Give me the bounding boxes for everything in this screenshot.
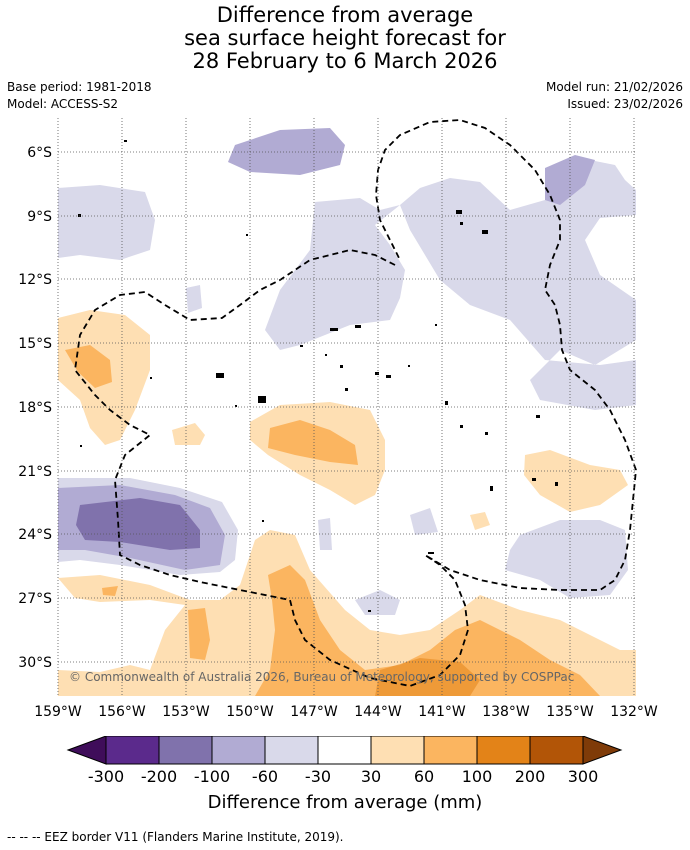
contour-neg-light-ctr	[186, 285, 202, 313]
lon-label: 132°W	[610, 704, 658, 720]
eez-footnote: -- -- -- EEZ border V11 (Flanders Marine…	[7, 830, 344, 844]
cbar-tick: -200	[141, 767, 177, 786]
contour-pos-mid-center	[268, 420, 358, 465]
cbar-tick: 60	[414, 767, 434, 786]
cbar-extend-high	[582, 736, 623, 765]
lon-label: 153°W	[162, 704, 210, 720]
base-period: Base period: 1981-2018	[7, 80, 152, 94]
model-name: Model: ACCESS-S2	[7, 97, 119, 111]
contour-pos-light-se	[524, 450, 628, 512]
lat-label: 9°S	[27, 209, 52, 225]
cbar-bin	[105, 736, 160, 765]
cbar-tick: -30	[305, 767, 331, 786]
lat-label: 27°S	[18, 591, 52, 607]
title-line-3: 28 February to 6 March 2026	[192, 49, 498, 73]
copyright-notice: © Commonwealth of Australia 2026, Bureau…	[69, 670, 574, 684]
contour-neg-light-north	[185, 118, 636, 410]
lat-label: 30°S	[18, 655, 52, 671]
cbar-tick: 100	[462, 767, 493, 786]
cbar-bin	[423, 736, 478, 765]
title-line-2: sea surface height forecast for	[184, 26, 506, 50]
lat-label: 6°S	[27, 145, 52, 161]
meta-left: Base period: 1981-2018 Model: ACCESS-S2	[7, 79, 152, 113]
cbar-bin	[211, 736, 266, 765]
island-markers	[78, 140, 558, 612]
cbar-extend-low	[66, 736, 107, 765]
contour-neg-dark-sw	[76, 498, 200, 550]
meta-right: Model run: 21/02/2026 Issued: 23/02/2026	[546, 79, 683, 113]
lat-label: 12°S	[18, 272, 52, 288]
cbar-bin	[158, 736, 213, 765]
cbar-tick: 30	[361, 767, 381, 786]
colorbar-label: Difference from average (mm)	[207, 792, 483, 813]
eez-border	[74, 119, 637, 687]
colorbar: -300 -200 -100 -60 -30 30 60 100 200 300	[66, 736, 623, 786]
lat-label: 15°S	[18, 336, 52, 352]
cbar-bin	[317, 736, 372, 765]
contour-pos-mid-small2	[102, 586, 118, 596]
contour-pos-light-small	[172, 423, 205, 445]
contour-neg-light-nw	[58, 185, 155, 260]
cbar-tick: -300	[88, 767, 124, 786]
contour-neg-light-se	[355, 590, 400, 615]
lon-label: 141°W	[418, 704, 466, 720]
cbar-tick: 300	[568, 767, 599, 786]
longitude-labels: 159°W 156°W 153°W 150°W 147°W 144°W 141°…	[34, 704, 658, 720]
cbar-bin	[264, 736, 319, 765]
cbar-bin	[529, 736, 584, 765]
title-line-1: Difference from average	[216, 3, 474, 27]
lat-label: 24°S	[18, 527, 52, 543]
cbar-tick: -100	[194, 767, 230, 786]
cbar-tick: 200	[515, 767, 546, 786]
lon-label: 156°W	[98, 704, 146, 720]
contour-pos-dark-south	[375, 658, 480, 696]
map-figure: 6°S 9°S 12°S 15°S 18°S 21°S 24°S 27°S 30…	[18, 118, 658, 720]
contour-pos-mid-south	[255, 565, 600, 696]
issued-date: Issued: 23/02/2026	[567, 97, 683, 111]
cbar-tick: -60	[252, 767, 278, 786]
lon-label: 150°W	[226, 704, 274, 720]
contour-neg-light-mid2	[410, 508, 438, 535]
contour-neg-mid-ne	[545, 155, 595, 205]
chart-title: Difference from average sea surface heig…	[0, 4, 690, 73]
contour-pos-light-small2	[470, 512, 490, 530]
latitude-labels: 6°S 9°S 12°S 15°S 18°S 21°S 24°S 27°S 30…	[18, 145, 52, 671]
cbar-bin	[370, 736, 425, 765]
contour-neg-mid-north	[228, 128, 345, 175]
lat-label: 21°S	[18, 464, 52, 480]
contour-fields	[58, 118, 636, 696]
cbar-bin	[476, 736, 531, 765]
lon-label: 159°W	[34, 704, 82, 720]
gridlines	[57, 118, 636, 696]
contour-pos-mid-small	[188, 608, 210, 660]
lon-label: 147°W	[290, 704, 338, 720]
contour-neg-light-east	[505, 520, 628, 598]
lat-label: 18°S	[18, 400, 52, 416]
model-run: Model run: 21/02/2026	[545, 80, 683, 94]
lon-label: 138°W	[482, 704, 530, 720]
lon-label: 135°W	[546, 704, 594, 720]
lon-label: 144°W	[354, 704, 402, 720]
